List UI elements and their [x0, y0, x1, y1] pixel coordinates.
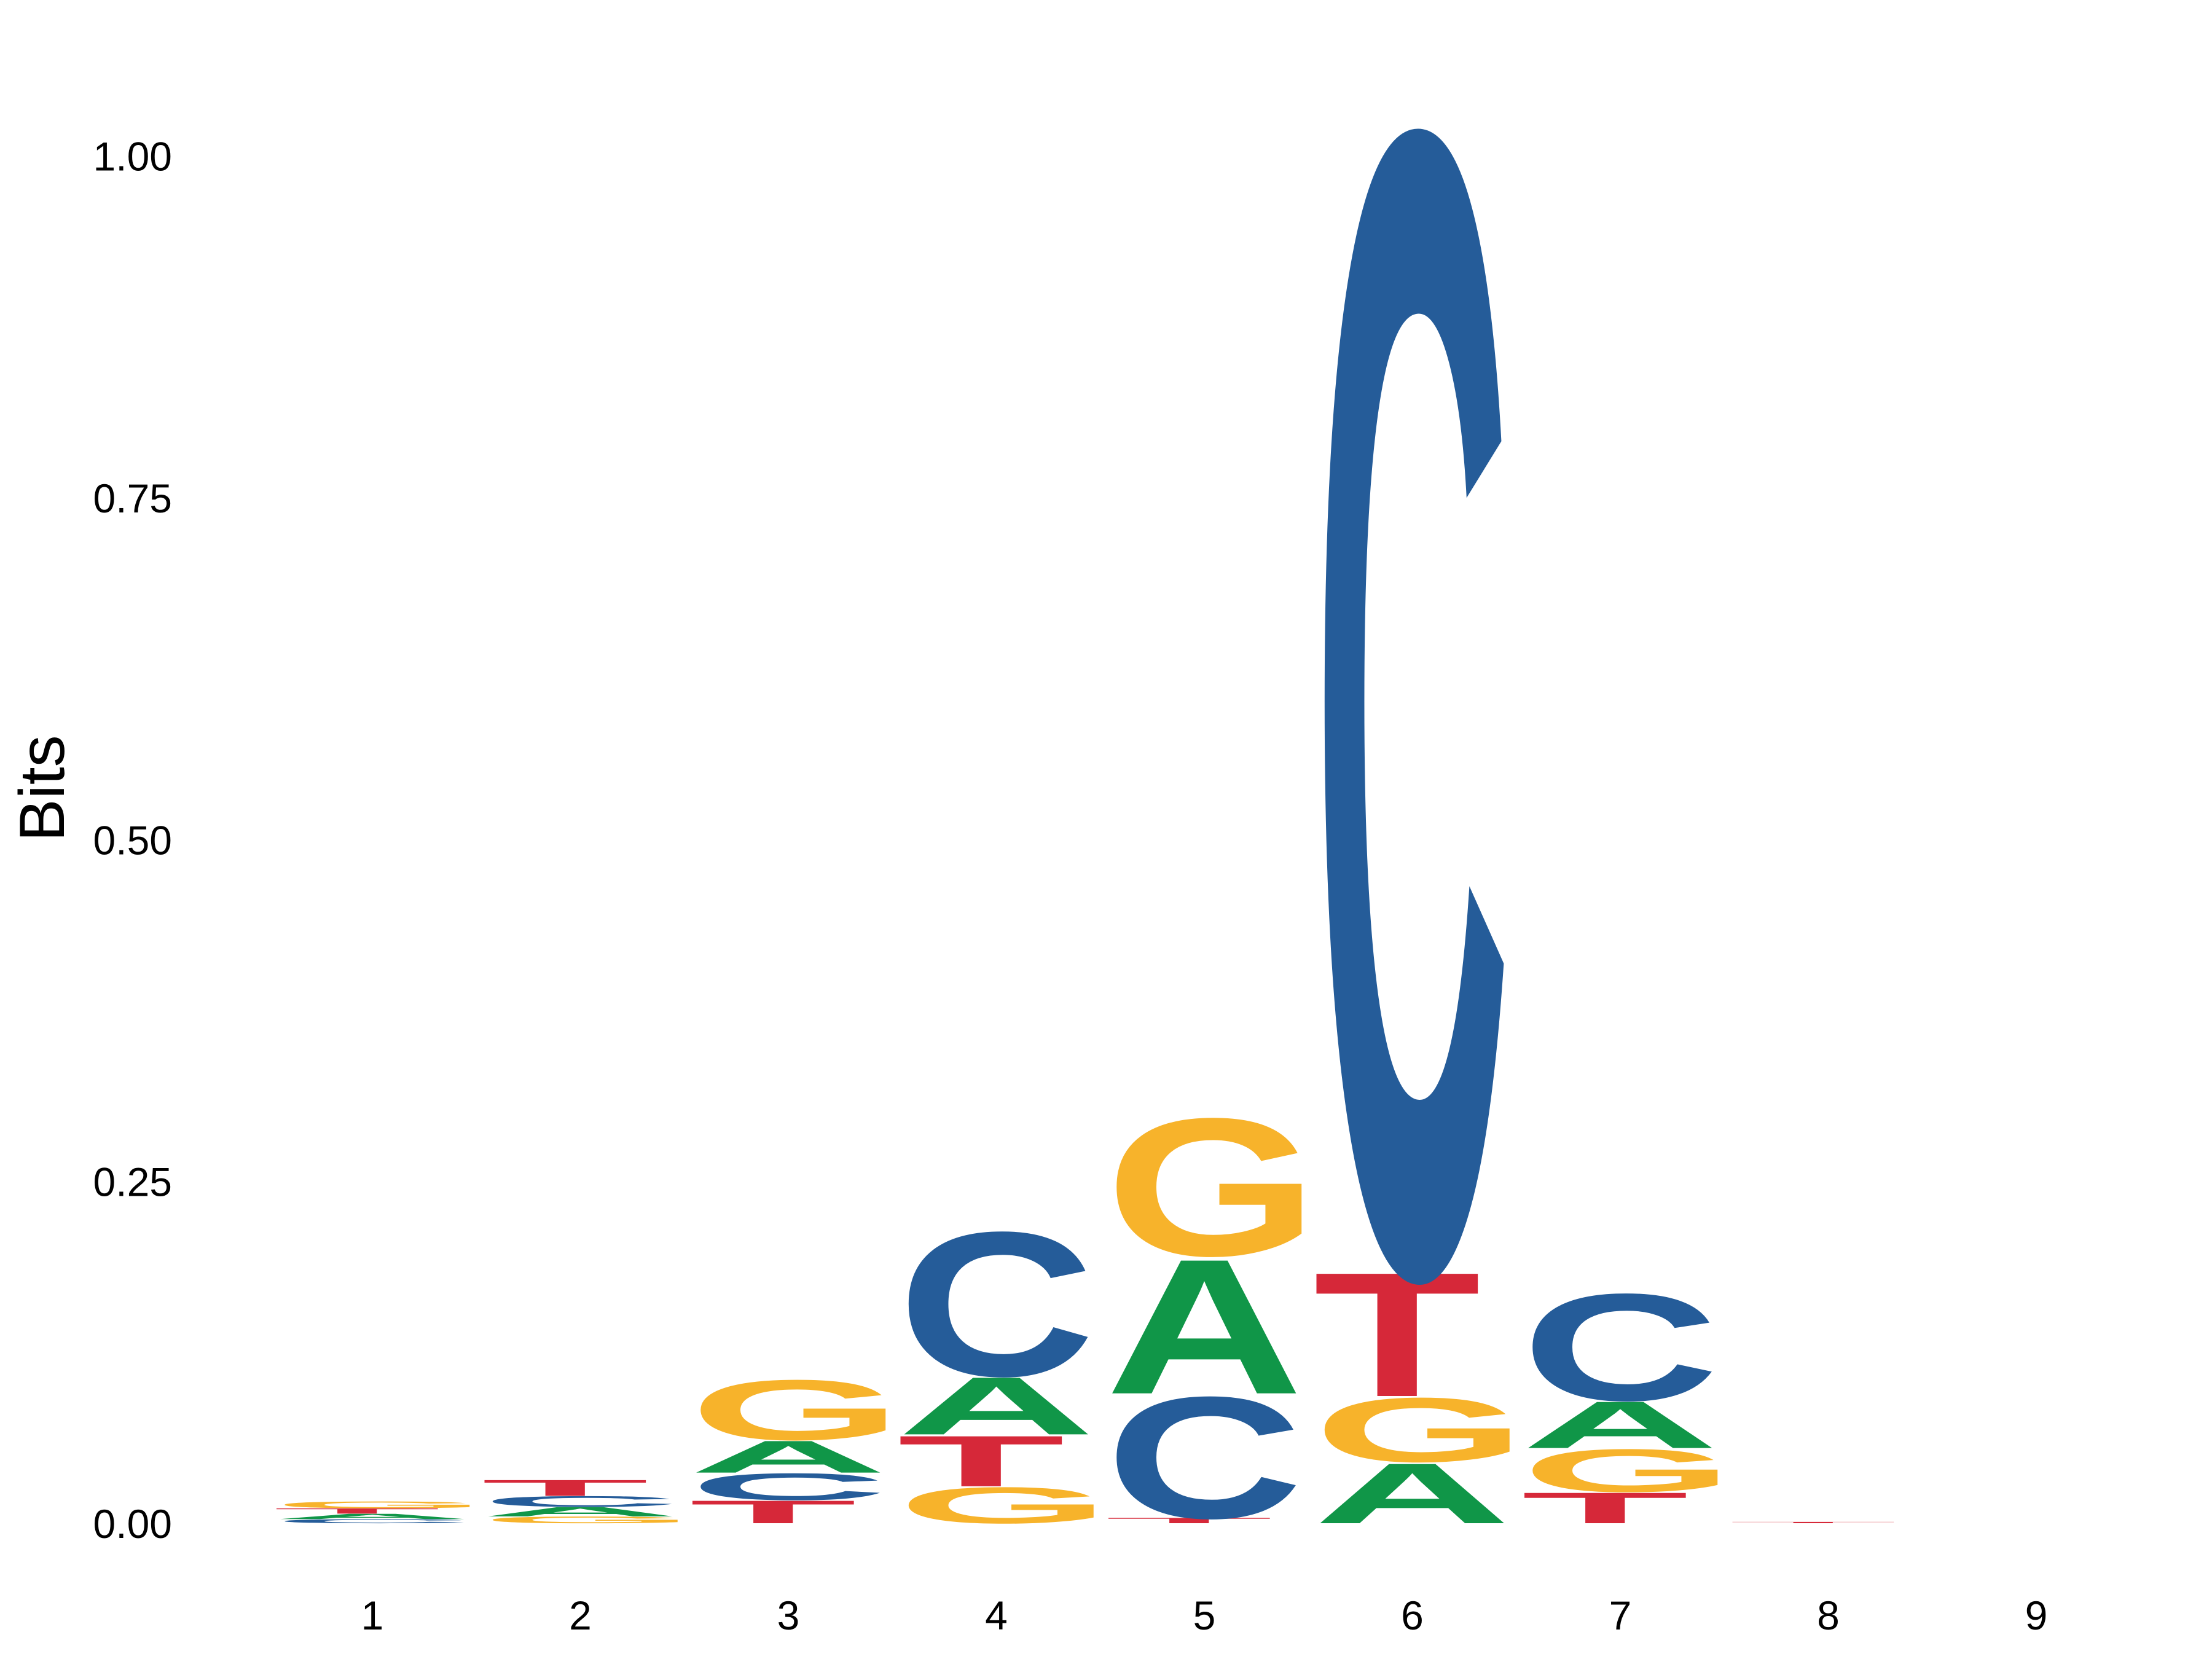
logo-glyph-a: A: [482, 1504, 680, 1519]
y-axis-label: Bits: [7, 735, 78, 841]
y-tick-label: 0.50: [93, 817, 172, 863]
logo-glyph-a: A: [898, 1360, 1096, 1451]
logo-glyph-g: G: [1521, 1437, 1735, 1505]
logo-glyph-t: T: [689, 1494, 857, 1530]
x-tick-label: 7: [1609, 1593, 1632, 1638]
logo-glyph-g: G: [898, 1477, 1111, 1534]
x-tick-label: 9: [2025, 1593, 2048, 1638]
logo-glyph-c: C: [482, 1493, 680, 1510]
logo-glyph-g: G: [1314, 1379, 1527, 1481]
y-axis-ticks: 0.00 0.25 0.50 0.75 1.00: [93, 134, 172, 1547]
logo-glyph-t: T: [273, 1507, 441, 1515]
y-tick-label: 1.00: [93, 134, 172, 179]
logo-glyph-c: C: [273, 1518, 471, 1524]
logo-glyph-g: G: [1105, 1078, 1319, 1297]
logo-glyph-a: A: [1521, 1387, 1719, 1462]
logo-glyph-a: A: [273, 1512, 471, 1521]
logo-glyph-t: T: [1314, 1235, 1481, 1433]
x-tick-label: 5: [1193, 1593, 1216, 1638]
x-tick-label: 2: [569, 1593, 592, 1638]
logo-glyph-t: T: [482, 1475, 649, 1501]
x-tick-label: 6: [1401, 1593, 1424, 1638]
logo-glyph-t: T: [1105, 1516, 1273, 1525]
x-tick-label: 1: [361, 1593, 384, 1638]
logo-glyph-g: G: [482, 1515, 695, 1525]
logo-glyph-c: C: [1105, 1361, 1303, 1555]
logo-glyph-t: T: [1730, 1521, 1897, 1523]
y-tick-label: 0.00: [93, 1501, 172, 1547]
logo-glyph-c: C: [689, 1465, 887, 1508]
y-tick-label: 0.75: [93, 476, 172, 521]
y-tick-label: 0.25: [93, 1159, 172, 1205]
logo-glyph-c: C: [1314, 0, 1512, 1615]
x-axis-ticks: 1 2 3 4 5 6 7 8 9: [361, 1593, 2048, 1638]
logo-glyph-g: G: [689, 1362, 903, 1458]
logo-glyph-c: C: [1521, 1261, 1719, 1432]
x-tick-label: 4: [985, 1593, 1008, 1638]
x-tick-label: 8: [1817, 1593, 1840, 1638]
logo-glyph-t: T: [898, 1421, 1065, 1502]
logo-glyph-a: A: [1314, 1446, 1512, 1542]
logo-glyph-a: A: [689, 1431, 887, 1482]
logo-glyph-c: C: [898, 1189, 1096, 1419]
logo-glyph-g: G: [273, 1499, 487, 1510]
logo-glyph-t: T: [1521, 1483, 1688, 1532]
logo-glyph-a: A: [1105, 1218, 1303, 1434]
x-tick-label: 3: [777, 1593, 800, 1638]
